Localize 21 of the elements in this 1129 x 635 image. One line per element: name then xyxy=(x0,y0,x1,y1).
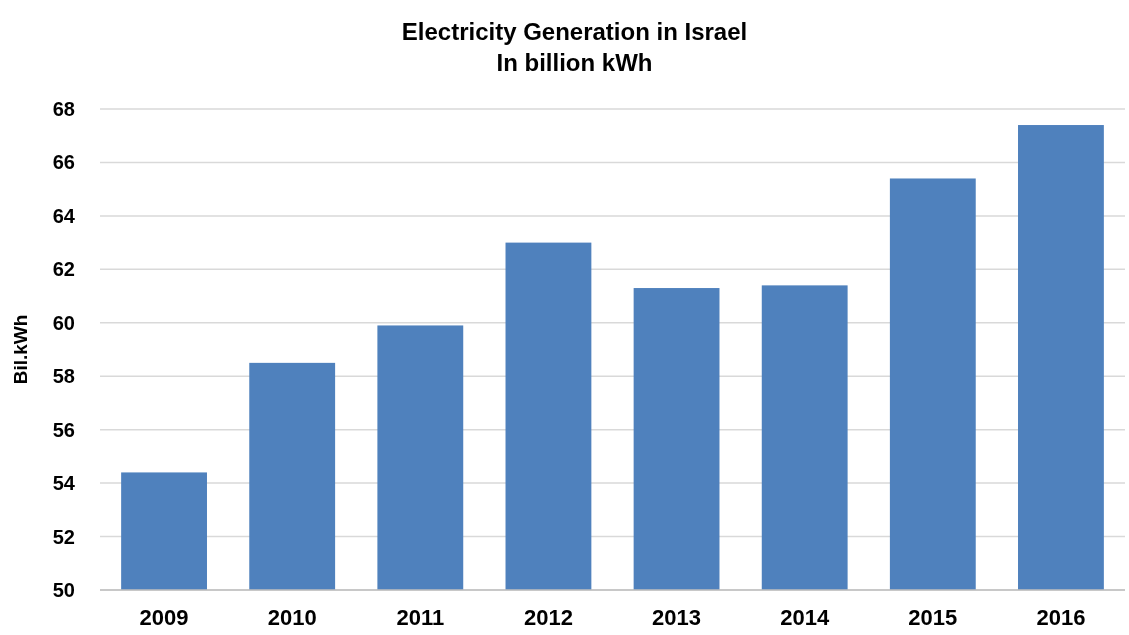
chart-subtitle: In billion kWh xyxy=(496,49,653,76)
y-tick-label: 60 xyxy=(52,311,75,334)
x-tick-label: 2011 xyxy=(396,605,445,630)
x-tick-label: 2014 xyxy=(780,605,830,630)
y-tick-label: 54 xyxy=(52,472,76,495)
y-tick-label: 58 xyxy=(52,365,75,388)
x-tick-label: 2013 xyxy=(652,605,702,630)
x-tick-label: 2009 xyxy=(139,605,189,630)
y-tick-label: 66 xyxy=(52,151,75,174)
chart-title: Electricity Generation in Israel xyxy=(401,18,748,45)
y-tick-label: 68 xyxy=(52,98,75,120)
x-tick-label: 2010 xyxy=(267,605,317,630)
y-tick-label: 62 xyxy=(52,258,75,281)
x-tick-label: 2016 xyxy=(1036,605,1086,630)
y-tick-label: 56 xyxy=(52,418,75,441)
y-axis-title: Bil.kWh xyxy=(10,314,31,385)
y-tick-label: 52 xyxy=(52,525,75,548)
y-tick-label: 50 xyxy=(52,579,75,601)
x-tick-label: 2012 xyxy=(523,605,573,630)
x-tick-label: 2015 xyxy=(908,605,958,630)
y-tick-label: 64 xyxy=(52,204,76,227)
